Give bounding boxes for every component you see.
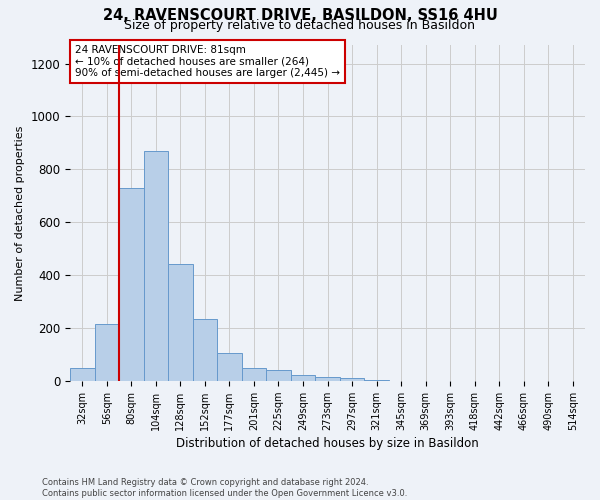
X-axis label: Distribution of detached houses by size in Basildon: Distribution of detached houses by size … <box>176 437 479 450</box>
Bar <box>143 151 168 381</box>
Bar <box>315 377 340 381</box>
Bar <box>70 368 95 381</box>
Text: Contains HM Land Registry data © Crown copyright and database right 2024.
Contai: Contains HM Land Registry data © Crown c… <box>42 478 407 498</box>
Bar <box>119 188 143 381</box>
Bar <box>364 380 389 381</box>
Y-axis label: Number of detached properties: Number of detached properties <box>15 125 25 300</box>
Bar <box>266 370 291 381</box>
Bar <box>242 368 266 381</box>
Text: 24 RAVENSCOURT DRIVE: 81sqm
← 10% of detached houses are smaller (264)
90% of se: 24 RAVENSCOURT DRIVE: 81sqm ← 10% of det… <box>75 45 340 78</box>
Bar <box>193 318 217 381</box>
Bar <box>291 375 315 381</box>
Bar <box>340 378 364 381</box>
Bar <box>95 324 119 381</box>
Text: Size of property relative to detached houses in Basildon: Size of property relative to detached ho… <box>125 19 476 32</box>
Bar <box>217 353 242 381</box>
Bar <box>168 264 193 381</box>
Text: 24, RAVENSCOURT DRIVE, BASILDON, SS16 4HU: 24, RAVENSCOURT DRIVE, BASILDON, SS16 4H… <box>103 8 497 22</box>
